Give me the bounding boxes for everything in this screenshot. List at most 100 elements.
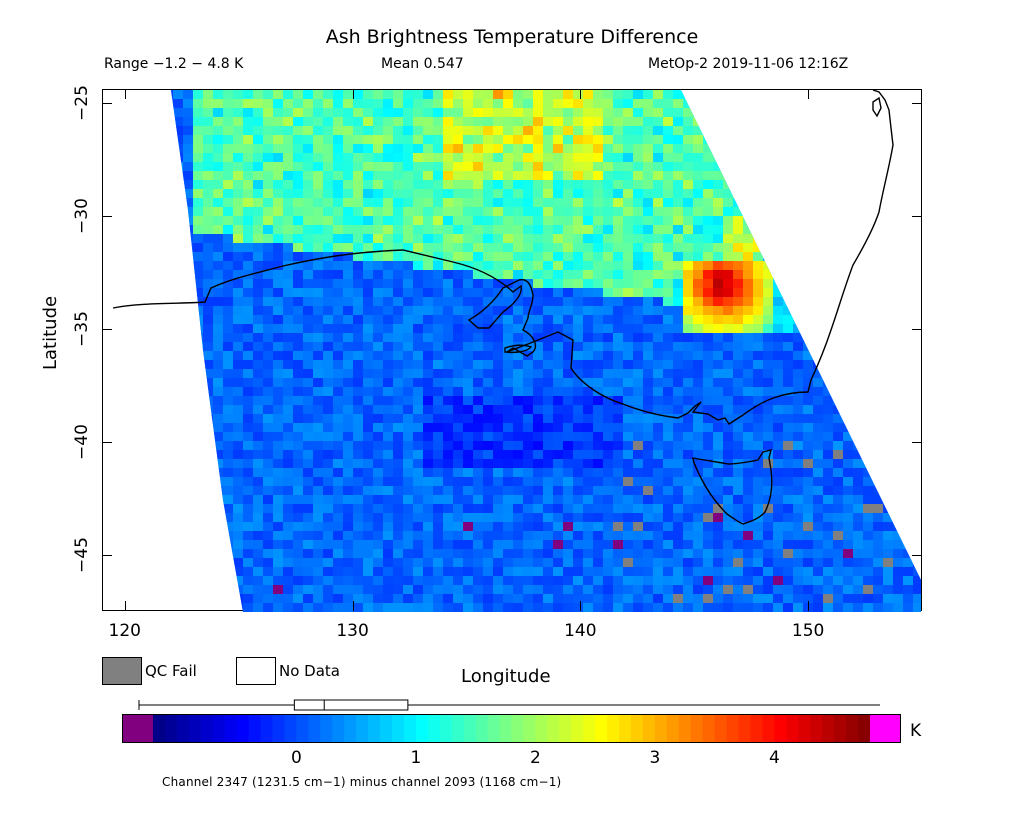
- data-pixel: [713, 99, 723, 108]
- data-pixel: [763, 549, 773, 558]
- data-pixel: [173, 306, 183, 315]
- data-pixel: [203, 189, 213, 198]
- no-data-label: No Data: [279, 662, 340, 680]
- data-pixel: [643, 342, 653, 351]
- data-pixel: [833, 288, 843, 297]
- data-pixel: [763, 243, 773, 252]
- data-pixel: [753, 189, 763, 198]
- data-pixel: [283, 414, 293, 423]
- data-pixel: [483, 135, 493, 144]
- data-pixel: [823, 585, 833, 594]
- data-pixel: [543, 297, 553, 306]
- data-pixel: [623, 576, 633, 585]
- data-pixel: [793, 522, 803, 531]
- data-pixel: [183, 576, 193, 585]
- data-pixel: [433, 171, 443, 180]
- data-pixel: [793, 495, 803, 504]
- data-pixel: [313, 171, 323, 180]
- data-pixel: [403, 261, 413, 270]
- data-pixel: [373, 342, 383, 351]
- data-pixel: [873, 423, 883, 432]
- data-pixel: [243, 279, 253, 288]
- data-pixel: [333, 594, 343, 603]
- data-pixel: [523, 459, 533, 468]
- data-pixel: [603, 324, 613, 333]
- data-pixel: [563, 342, 573, 351]
- data-pixel: [813, 189, 823, 198]
- data-pixel: [453, 117, 463, 126]
- data-pixel: [353, 216, 363, 225]
- data-pixel: [873, 513, 883, 522]
- data-pixel: [423, 378, 433, 387]
- data-pixel: [913, 522, 921, 531]
- data-pixel: [553, 99, 563, 108]
- data-pixel: [563, 486, 573, 495]
- data-pixel: [123, 441, 133, 450]
- data-pixel: [183, 432, 193, 441]
- data-pixel: [423, 387, 433, 396]
- data-pixel: [683, 279, 693, 288]
- data-pixel: [793, 162, 803, 171]
- data-pixel: [171, 441, 173, 450]
- data-pixel: [453, 207, 463, 216]
- data-pixel: [373, 360, 383, 369]
- data-pixel: [423, 144, 433, 153]
- data-pixel: [613, 558, 623, 567]
- data-pixel: [813, 441, 823, 450]
- data-pixel: [813, 531, 823, 540]
- colorbar-gradient: [153, 714, 871, 743]
- data-pixel: [823, 558, 833, 567]
- data-pixel: [133, 225, 143, 234]
- data-pixel: [203, 414, 213, 423]
- data-pixel: [503, 126, 513, 135]
- data-pixel: [723, 342, 733, 351]
- data-pixel: [723, 279, 733, 288]
- data-pixel: [253, 414, 263, 423]
- data-pixel: [643, 441, 653, 450]
- data-pixel: [653, 459, 663, 468]
- data-pixel: [693, 306, 703, 315]
- data-pixel: [143, 234, 153, 243]
- data-pixel: [773, 441, 783, 450]
- data-pixel: [513, 585, 523, 594]
- colorbar-step: [272, 714, 286, 743]
- data-pixel: [183, 252, 193, 261]
- data-pixel: [723, 558, 733, 567]
- data-pixel: [673, 198, 683, 207]
- data-pixel: [183, 594, 193, 603]
- data-pixel: [833, 441, 843, 450]
- data-pixel: [513, 90, 523, 99]
- data-pixel: [853, 468, 863, 477]
- data-pixel: [893, 468, 903, 477]
- data-pixel: [303, 540, 313, 549]
- data-pixel: [783, 180, 793, 189]
- data-pixel: [183, 324, 193, 333]
- data-pixel: [773, 243, 783, 252]
- data-pixel: [403, 405, 413, 414]
- data-pixel: [593, 216, 603, 225]
- data-pixel: [713, 531, 723, 540]
- data-pixel: [353, 540, 363, 549]
- data-pixel: [723, 594, 733, 603]
- data-pixel: [253, 90, 263, 99]
- data-pixel: [833, 90, 843, 99]
- data-pixel: [433, 333, 443, 342]
- data-pixel: [173, 540, 183, 549]
- data-pixel: [243, 423, 253, 432]
- data-pixel: [333, 540, 343, 549]
- data-pixel: [773, 198, 783, 207]
- data-pixel: [383, 441, 393, 450]
- data-pixel: [623, 135, 633, 144]
- data-pixel: [333, 378, 343, 387]
- data-pixel: [843, 180, 853, 189]
- data-pixel: [813, 207, 823, 216]
- data-pixel: [293, 324, 303, 333]
- colorbar-step: [583, 714, 596, 743]
- data-pixel: [143, 531, 153, 540]
- data-pixel: [483, 432, 493, 441]
- data-pixel: [173, 315, 183, 324]
- data-pixel: [753, 441, 763, 450]
- data-pixel: [563, 90, 573, 99]
- data-pixel: [673, 270, 683, 279]
- data-pixel: [763, 576, 773, 585]
